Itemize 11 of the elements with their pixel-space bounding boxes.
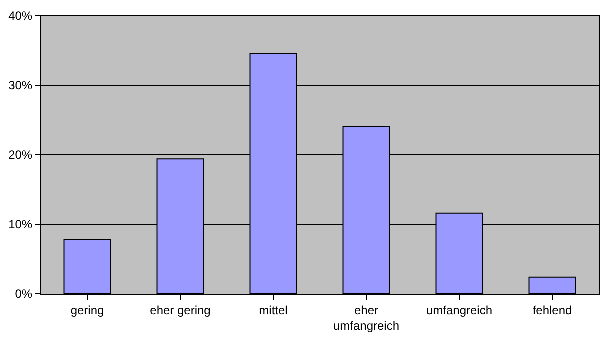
y-tick-label: 0% xyxy=(15,287,33,302)
y-tick-label: 30% xyxy=(8,78,33,93)
x-tick-label: fehlend xyxy=(532,303,572,318)
x-tick-label: eher umfangreich xyxy=(333,303,400,333)
y-tick-label: 10% xyxy=(8,218,33,232)
x-tick-label: eher gering xyxy=(150,303,211,318)
y-tick-label: 20% xyxy=(8,148,33,162)
x-tick-label: umfangreich xyxy=(426,303,493,318)
x-tick-label: gering xyxy=(70,303,104,318)
x-tick-label: mittel xyxy=(259,303,288,318)
y-tick-label: 40% xyxy=(8,9,33,24)
